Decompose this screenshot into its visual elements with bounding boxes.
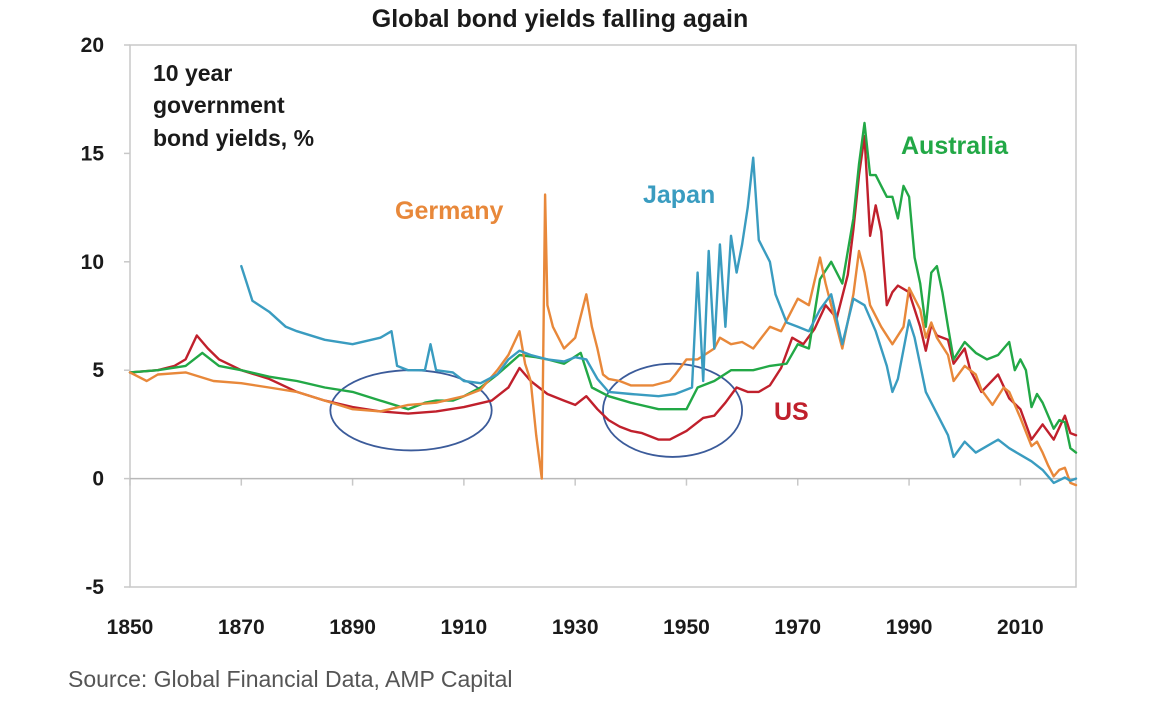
x-tick-label: 1910 <box>441 616 488 639</box>
y-tick-label: 20 <box>81 34 104 57</box>
series-label-germany: Germany <box>395 197 503 225</box>
series-lines <box>128 121 1078 487</box>
annotation-line-3: bond yields, % <box>153 125 314 151</box>
y-tick-label: 0 <box>92 468 104 491</box>
series-label-japan: Japan <box>643 181 715 209</box>
annotation-line-1: 10 year <box>153 60 232 86</box>
highlight-ellipse <box>602 362 744 458</box>
source-note: Source: Global Financial Data, AMP Capit… <box>68 666 512 692</box>
series-label-us: US <box>774 398 809 426</box>
x-tick-label: 1970 <box>774 616 821 639</box>
y-tick-label: 5 <box>92 359 104 382</box>
y-tick-label: 10 <box>81 251 104 274</box>
x-tick-label: 2010 <box>997 616 1044 639</box>
x-axis: 1850 1870 1890 1910 1930 1950 1970 1990 2010 <box>107 478 1044 639</box>
x-tick-label: 1850 <box>107 616 154 639</box>
annotation-line-2: government <box>153 92 285 118</box>
y-tick-label: -5 <box>85 576 104 599</box>
y-tick-label: 15 <box>81 142 105 165</box>
series-line-japan <box>240 156 1078 485</box>
x-tick-label: 1930 <box>552 616 599 639</box>
plot-area-border <box>129 44 1077 588</box>
x-tick-label: 1990 <box>886 616 933 639</box>
x-tick-label: 1890 <box>329 616 376 639</box>
series-line-germany <box>128 193 1078 487</box>
series-label-australia: Australia <box>901 132 1009 160</box>
y-axis: -5 0 5 10 15 20 <box>81 34 130 599</box>
series-line-australia <box>128 121 1078 454</box>
annotation: 10 year government bond yields, % <box>153 60 314 151</box>
x-tick-label: 1950 <box>663 616 710 639</box>
chart-title: Global bond yields falling again <box>372 5 748 33</box>
x-tick-label: 1870 <box>218 616 265 639</box>
